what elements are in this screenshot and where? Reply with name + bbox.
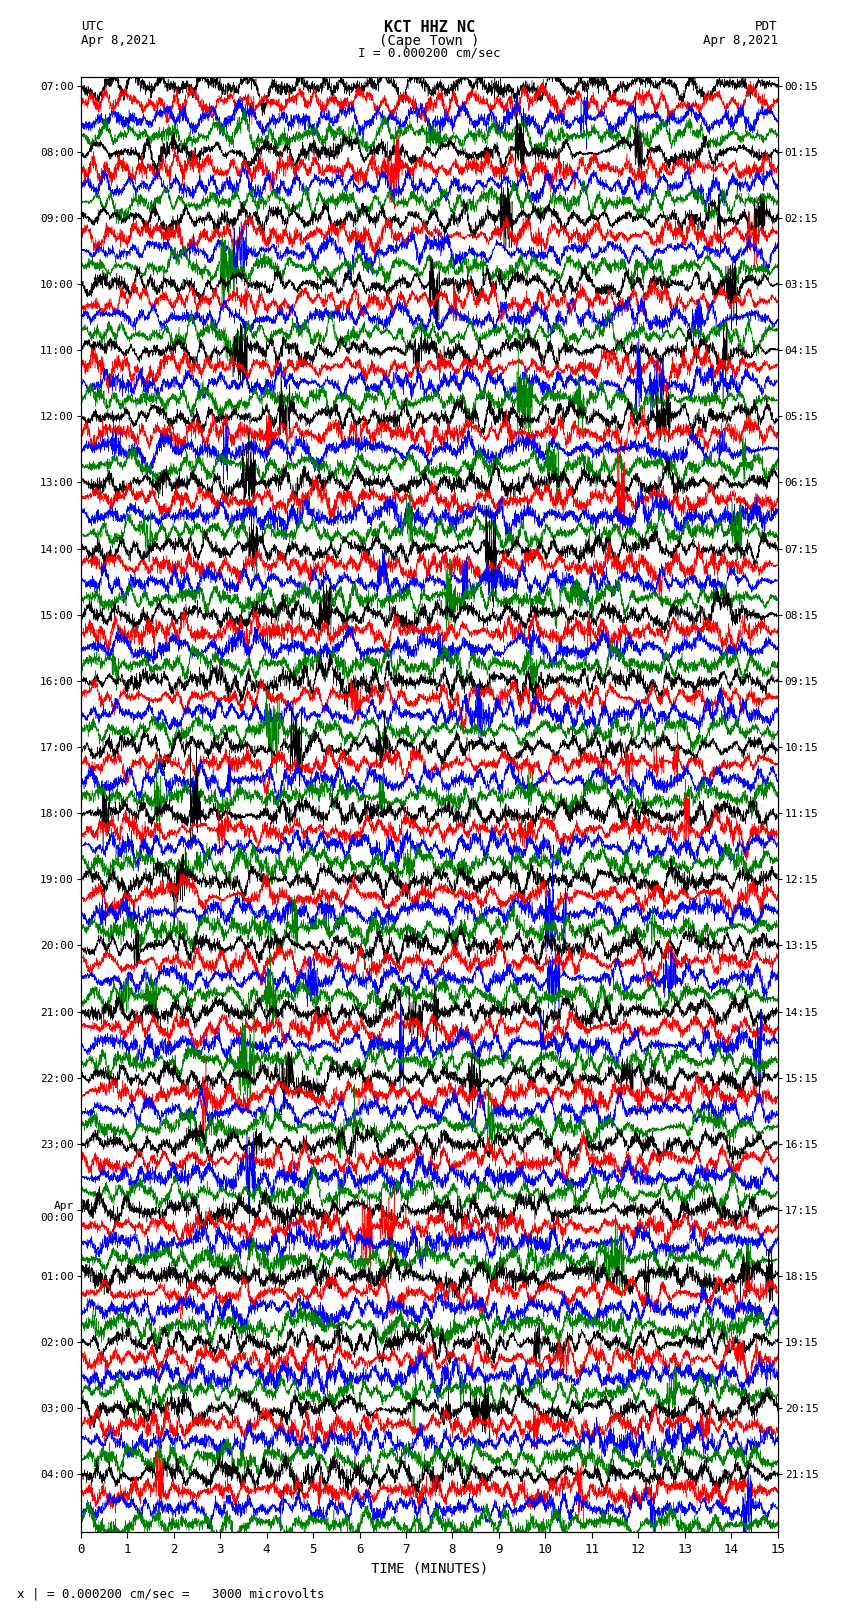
Text: Apr 8,2021: Apr 8,2021 [81,34,156,47]
Text: (Cape Town ): (Cape Town ) [379,34,479,48]
X-axis label: TIME (MINUTES): TIME (MINUTES) [371,1561,488,1576]
Text: I = 0.000200 cm/sec: I = 0.000200 cm/sec [358,47,501,60]
Text: PDT: PDT [756,19,778,34]
Text: KCT HHZ NC: KCT HHZ NC [383,19,475,35]
Text: Apr 8,2021: Apr 8,2021 [703,34,778,47]
Text: UTC: UTC [81,19,103,34]
Text: x | = 0.000200 cm/sec =   3000 microvolts: x | = 0.000200 cm/sec = 3000 microvolts [17,1587,325,1600]
